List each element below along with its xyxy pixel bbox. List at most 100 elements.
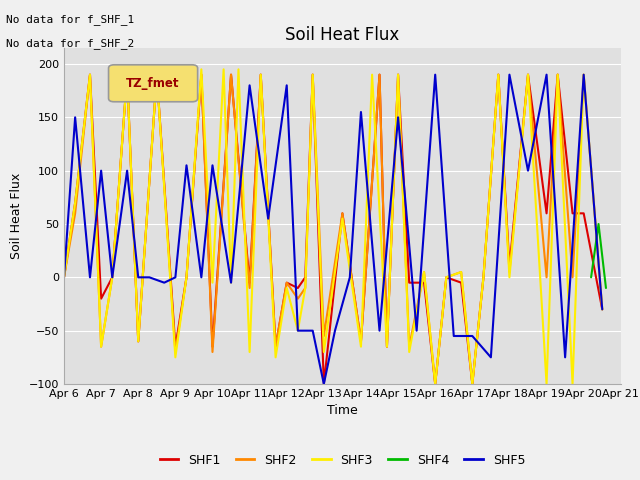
SHF4 (595, 221, 602, 227)
SHF3 (86, 72, 94, 78)
SHF3 (383, 344, 391, 349)
SHF3 (134, 338, 142, 344)
Line: SHF1: SHF1 (64, 75, 602, 384)
Text: TZ_fmet: TZ_fmet (126, 77, 180, 90)
SHF2 (420, 269, 428, 275)
SHF1 (97, 296, 105, 301)
SHF2 (294, 296, 301, 301)
SHF3 (182, 275, 190, 280)
Y-axis label: Soil Heat Flux: Soil Heat Flux (10, 173, 23, 259)
SHF5 (60, 275, 68, 280)
SHF3 (71, 200, 79, 205)
SHF5 (209, 162, 216, 168)
SHF5 (320, 381, 328, 387)
SHF1 (569, 210, 577, 216)
SHF5 (172, 275, 179, 280)
SHF5 (598, 306, 606, 312)
SHF2 (357, 338, 365, 344)
SHF1 (309, 72, 317, 78)
SHF4 (588, 275, 595, 280)
SHF2 (479, 275, 487, 280)
SHF3 (554, 72, 561, 78)
SHF1 (405, 280, 413, 286)
SHF5 (134, 275, 142, 280)
SHF1 (294, 285, 301, 291)
SHF1 (468, 381, 476, 387)
Line: SHF3: SHF3 (64, 69, 602, 384)
SHF3 (543, 381, 550, 387)
SHF5 (246, 83, 253, 88)
SHF3 (246, 349, 253, 355)
SHF1 (431, 381, 439, 387)
SHF2 (458, 269, 465, 275)
SHF3 (283, 285, 291, 291)
X-axis label: Time: Time (327, 405, 358, 418)
SHF1 (479, 275, 487, 280)
SHF3 (468, 381, 476, 387)
SHF5 (357, 109, 365, 115)
Text: No data for f_SHF_1: No data for f_SHF_1 (6, 14, 134, 25)
SHF5 (413, 328, 420, 334)
SHF3 (479, 275, 487, 280)
SHF5 (394, 114, 402, 120)
SHF5 (487, 354, 495, 360)
SHF3 (220, 66, 227, 72)
SHF3 (108, 275, 116, 280)
SHF5 (468, 333, 476, 339)
SHF2 (580, 72, 588, 78)
SHF5 (227, 280, 235, 286)
SHF5 (506, 72, 513, 78)
SHF3 (458, 269, 465, 275)
SHF5 (376, 328, 383, 334)
SHF1 (376, 72, 383, 78)
SHF1 (283, 280, 291, 286)
SHF2 (442, 275, 450, 280)
SHF2 (339, 210, 346, 216)
SHF5 (161, 280, 168, 286)
SHF5 (450, 333, 458, 339)
SHF1 (86, 72, 94, 78)
SHF5 (86, 275, 94, 280)
Line: SHF2: SHF2 (64, 75, 602, 384)
SHF2 (71, 210, 79, 216)
SHF1 (172, 344, 179, 349)
SHF1 (506, 264, 513, 270)
SHF2 (60, 275, 68, 280)
SHF3 (209, 280, 216, 286)
SHF3 (320, 349, 328, 355)
SHF1 (339, 210, 346, 216)
SHF2 (376, 72, 383, 78)
SHF2 (86, 72, 94, 78)
SHF2 (153, 72, 161, 78)
SHF3 (495, 72, 502, 78)
SHF5 (108, 275, 116, 280)
SHF1 (198, 72, 205, 78)
SHF2 (309, 72, 317, 78)
SHF1 (108, 275, 116, 280)
SHF2 (394, 72, 402, 78)
SHF3 (339, 216, 346, 222)
SHF1 (420, 280, 428, 286)
SHF2 (198, 72, 205, 78)
SHF1 (524, 72, 532, 78)
SHF5 (431, 72, 439, 78)
SHF3 (431, 381, 439, 387)
SHF5 (543, 72, 550, 78)
SHF3 (309, 72, 317, 78)
SHF5 (580, 72, 588, 78)
SHF1 (320, 381, 328, 387)
SHF1 (554, 72, 561, 78)
SHF1 (383, 344, 391, 349)
SHF1 (357, 338, 365, 344)
SHF3 (420, 269, 428, 275)
SHF3 (198, 66, 205, 72)
SHF2 (554, 72, 561, 78)
SHF1 (272, 344, 280, 349)
SHF2 (97, 344, 105, 349)
SHF2 (246, 285, 253, 291)
SHF3 (172, 354, 179, 360)
SHF5 (145, 275, 153, 280)
SHF3 (506, 275, 513, 280)
SHF5 (264, 216, 272, 222)
SHF2 (227, 72, 235, 78)
